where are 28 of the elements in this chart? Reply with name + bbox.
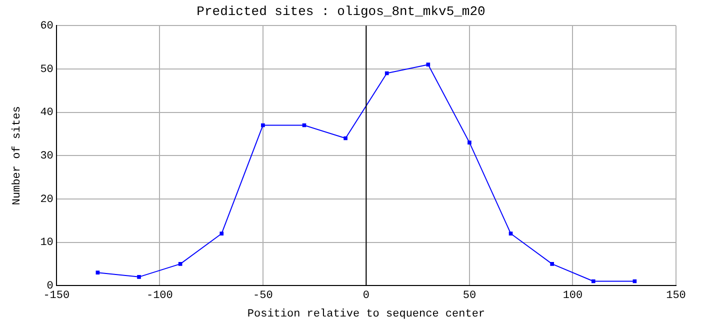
y-tick-label: 60 — [40, 20, 54, 33]
y-tick-label: 10 — [40, 237, 54, 250]
x-tick-label: 150 — [666, 290, 686, 302]
x-tick-label: 50 — [462, 290, 476, 302]
point — [508, 232, 513, 236]
point — [344, 136, 348, 140]
y-axis-title: Number of sites — [12, 106, 24, 206]
point — [96, 270, 100, 275]
y-tick-label: 30 — [40, 150, 54, 163]
x-tick-label: -150 — [43, 290, 70, 302]
point — [550, 262, 554, 266]
point — [591, 279, 596, 284]
point — [261, 123, 265, 128]
point — [178, 262, 182, 266]
x-tick-label: -50 — [253, 290, 273, 302]
x-tick-label: 100 — [562, 290, 583, 302]
x-tick-label: 0 — [362, 290, 370, 302]
y-tick-label: 40 — [40, 107, 54, 120]
point — [384, 71, 389, 76]
point — [137, 275, 141, 279]
point — [468, 140, 472, 145]
y-tick-label: 20 — [40, 194, 54, 206]
point — [426, 62, 430, 67]
point — [220, 232, 224, 236]
x-axis-title: Position relative to sequence center — [247, 308, 486, 320]
chart-title: Predicted sites : oligos_8nt_mkv5_m20 — [196, 4, 486, 20]
x-tick-label: -100 — [146, 290, 173, 302]
y-tick-label: 50 — [40, 64, 54, 76]
